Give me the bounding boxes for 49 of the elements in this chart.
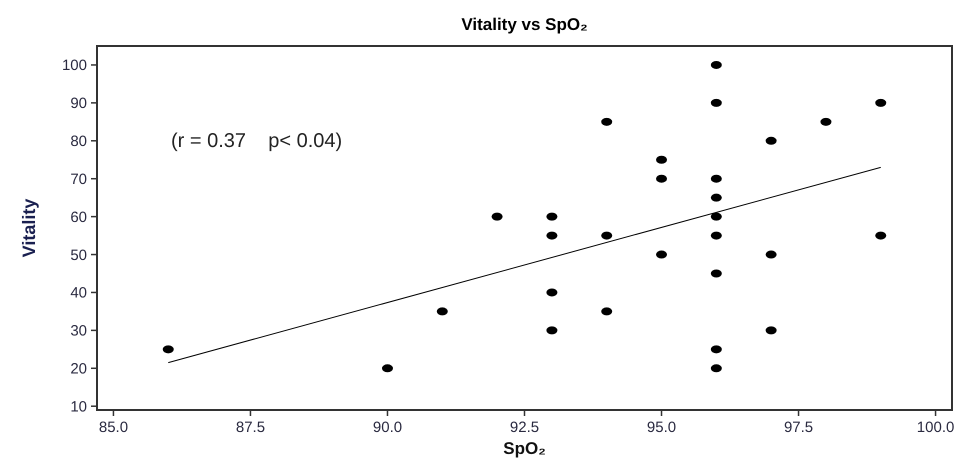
point — [710, 345, 722, 354]
x-tick-label: 100.0 — [916, 419, 954, 436]
point — [656, 174, 668, 183]
y-tick-label: 50 — [70, 246, 87, 264]
y-tick-label: 30 — [70, 322, 87, 340]
point — [656, 156, 668, 164]
point — [710, 212, 722, 221]
point — [601, 307, 612, 316]
y-tick-label: 80 — [70, 133, 87, 150]
x-axis-title: SpO₂ — [503, 439, 546, 458]
y-tick-label: 40 — [70, 284, 87, 302]
point — [766, 136, 777, 145]
point — [710, 174, 722, 183]
x-tick-label: 85.0 — [98, 419, 128, 436]
point — [710, 232, 722, 240]
y-tick-label: 20 — [70, 360, 87, 378]
y-tick-label: 70 — [70, 170, 87, 188]
point — [162, 345, 174, 354]
y-axis-title: Vitality — [19, 198, 39, 258]
point — [875, 98, 886, 107]
point — [710, 194, 722, 202]
point — [710, 60, 722, 69]
x-tick-label: 95.0 — [646, 419, 676, 436]
annotation: (r = 0.37 p< 0.04) — [171, 130, 342, 152]
point — [710, 98, 722, 107]
point — [382, 364, 393, 372]
point — [820, 118, 832, 126]
point — [656, 250, 668, 259]
point — [710, 364, 722, 372]
x-tick-label: 90.0 — [372, 419, 402, 436]
point — [546, 326, 558, 334]
y-tick-label: 60 — [70, 208, 87, 226]
point — [546, 288, 558, 296]
point — [766, 326, 777, 334]
x-tick-label: 92.5 — [510, 419, 540, 436]
y-tick-label: 90 — [70, 95, 87, 112]
y-tick-label: 10 — [70, 398, 87, 416]
chart-title: Vitality vs SpO₂ — [461, 15, 588, 34]
point — [875, 232, 886, 240]
point — [601, 118, 612, 126]
point — [436, 307, 448, 316]
point — [766, 250, 777, 259]
point — [546, 212, 558, 221]
point — [492, 212, 503, 221]
y-tick-label: 100 — [62, 57, 87, 74]
x-tick-label: 97.5 — [784, 419, 814, 436]
point — [546, 232, 558, 240]
x-tick-label: 87.5 — [236, 419, 266, 436]
point — [601, 232, 612, 240]
